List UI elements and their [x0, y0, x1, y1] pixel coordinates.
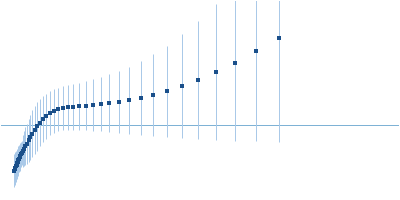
Point [150, 93, 156, 97]
Point [253, 50, 259, 53]
Point [43, 115, 49, 118]
Point [12, 168, 18, 171]
Point [34, 125, 40, 128]
Point [90, 103, 96, 107]
Point [50, 110, 57, 113]
Point [22, 145, 28, 148]
Point [106, 102, 112, 105]
Point [29, 132, 36, 135]
Point [18, 153, 24, 156]
Point [55, 108, 61, 111]
Point [11, 169, 17, 172]
Point [27, 136, 34, 139]
Point [178, 85, 185, 88]
Point [13, 163, 20, 166]
Point [37, 121, 43, 124]
Point [17, 154, 24, 158]
Point [64, 106, 71, 109]
Point [138, 96, 144, 100]
Point [16, 156, 23, 159]
Point [14, 162, 20, 165]
Point [59, 107, 66, 110]
Point [13, 165, 19, 168]
Point [116, 100, 122, 104]
Point [212, 70, 219, 74]
Point [24, 142, 30, 145]
Point [276, 37, 283, 40]
Point [32, 129, 38, 132]
Point [21, 147, 27, 150]
Point [83, 104, 89, 107]
Point [15, 159, 22, 162]
Point [12, 166, 18, 169]
Point [25, 139, 32, 142]
Point [16, 157, 22, 160]
Point [40, 118, 46, 121]
Point [76, 105, 82, 108]
Point [126, 99, 132, 102]
Point [47, 112, 53, 115]
Point [18, 151, 25, 155]
Point [98, 103, 104, 106]
Point [20, 149, 26, 153]
Point [14, 160, 21, 163]
Point [195, 78, 201, 82]
Point [232, 61, 238, 64]
Point [70, 105, 76, 108]
Point [163, 90, 170, 93]
